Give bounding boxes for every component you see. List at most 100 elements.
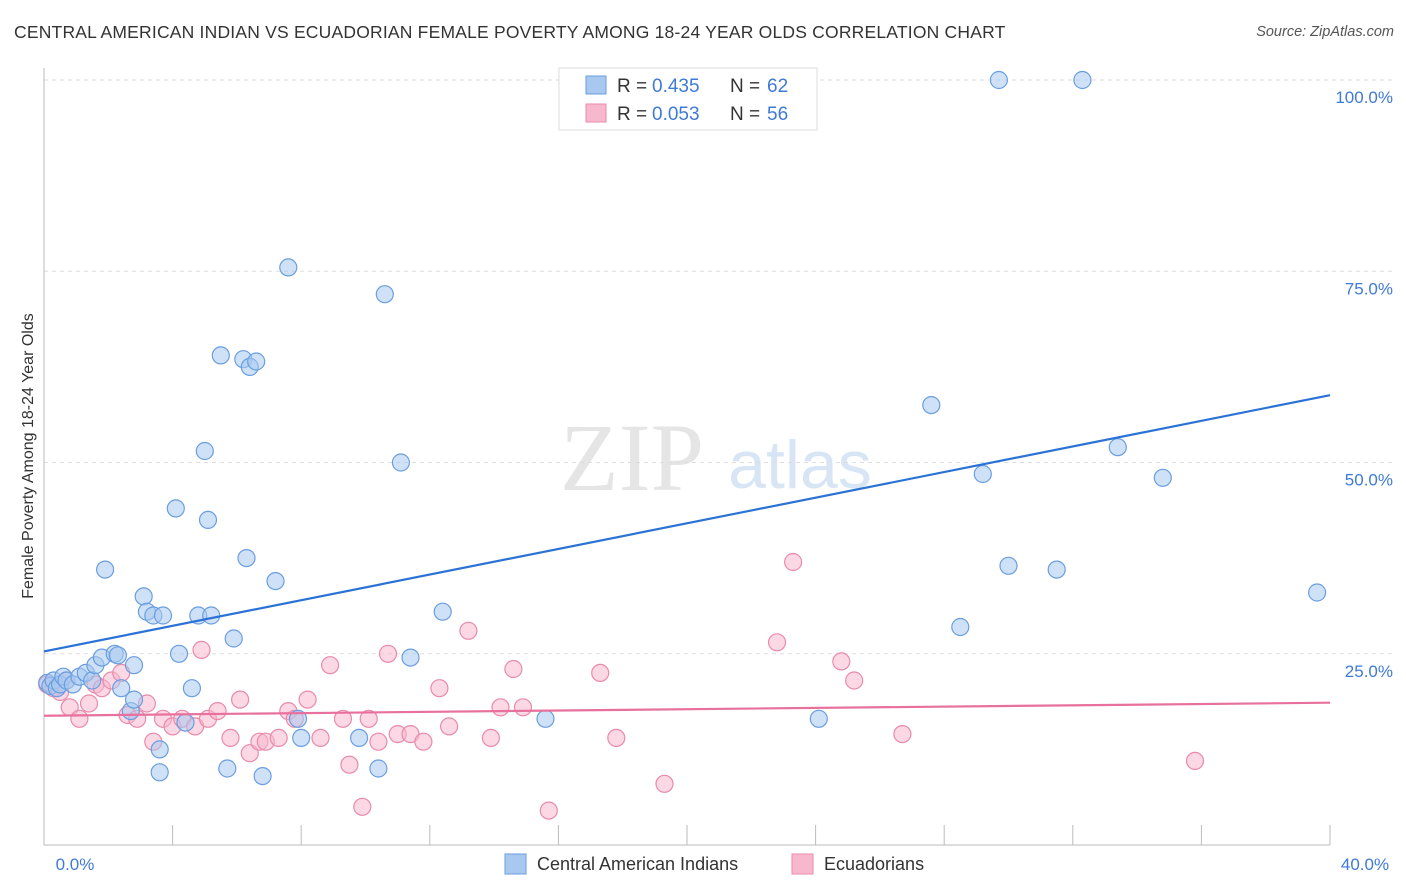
central-american-indians-point-43 — [279, 258, 298, 277]
ecuadorians-point-53 — [767, 633, 787, 652]
ecuadorians-point-55 — [832, 652, 851, 671]
central-american-indians-point-49 — [369, 759, 388, 778]
series-legend-swatch-pink — [791, 853, 814, 875]
central-american-indians-point-10 — [83, 671, 102, 690]
central-american-indians-point-58 — [1047, 560, 1066, 579]
ecuadorians-point-42 — [430, 679, 449, 698]
legend-n-label-blue: N = — [730, 76, 760, 97]
ecuadorians-point-34 — [340, 755, 359, 774]
y-tick-labels: 25.0% 50.0% 75.0% 100.0% — [1335, 88, 1393, 681]
source-label: Source: ZipAtlas.com — [1256, 24, 1394, 40]
trend-lines — [43, 394, 1331, 717]
central-american-indians-point-20 — [134, 587, 153, 606]
ecuadorians-point-22 — [221, 728, 240, 748]
ecuadorians-point-43 — [440, 717, 459, 736]
ecuadorians-point-51 — [607, 728, 626, 748]
central-american-indians-point-54 — [922, 396, 941, 415]
ecuadorians-point-23 — [231, 690, 250, 709]
central-american-indians-point-23 — [153, 606, 173, 625]
watermark: ZIP atlas — [560, 404, 872, 511]
central-american-indians-point-46 — [350, 728, 369, 748]
legend-r-label-blue: R = — [617, 76, 647, 97]
central-american-indians-point-16 — [124, 656, 144, 675]
central-american-indians-point-32 — [198, 510, 218, 530]
y-tick-label-100: 100.0% — [1335, 88, 1393, 107]
central-american-indians-point-56 — [973, 464, 992, 484]
ecuadorians-point-47 — [504, 659, 523, 679]
central-american-indians-point-42 — [266, 571, 285, 591]
watermark-zip: ZIP — [560, 404, 704, 511]
central-american-indians-point-60 — [1153, 468, 1172, 487]
ecuadorians-point-52 — [655, 774, 674, 793]
series-central-american-indians-points — [38, 70, 1327, 786]
central-american-indians-point-44 — [288, 709, 308, 728]
ecuadorians-point-50 — [591, 663, 610, 683]
ecuadorians-point-35 — [353, 797, 372, 816]
central-american-indians-point-27 — [169, 644, 189, 663]
y-axis-label: Female Poverty Among 18-24 Year Olds — [20, 313, 37, 599]
central-american-indians-point-55 — [951, 617, 970, 637]
ecuadorians-point-58 — [1185, 751, 1205, 771]
legend-box: R = 0.435 N = 62 R = 0.053 N = 56 — [558, 67, 818, 131]
central-american-indians-point-52 — [536, 709, 555, 728]
central-american-indians-point-36 — [224, 629, 243, 648]
central-american-indians-point-57 — [999, 556, 1018, 575]
central-american-indians-point-24 — [150, 740, 169, 759]
ecuadorians-point-57 — [893, 724, 912, 744]
central-american-indians-point-61 — [1307, 583, 1327, 602]
central-american-indians-point-26 — [166, 499, 185, 518]
ecuadorians-point-32 — [321, 656, 340, 675]
central-american-indians-point-53 — [809, 709, 828, 728]
x-tick-label-min: 0.0% — [56, 855, 95, 874]
chart-title: CENTRAL AMERICAN INDIAN VS ECUADORIAN FE… — [14, 22, 1006, 42]
central-american-indians-point-28 — [176, 713, 195, 732]
ecuadorians-point-54 — [783, 552, 803, 572]
legend-r-value-pink: 0.053 — [652, 104, 700, 125]
trend-line-ecuadorians — [43, 701, 1331, 717]
central-american-indians-point-40 — [237, 548, 256, 568]
central-american-indians-point-50 — [401, 648, 420, 667]
central-american-indians-point-48 — [391, 453, 410, 472]
ecuadorians-point-6 — [79, 694, 99, 713]
central-american-indians-point-15 — [112, 679, 131, 698]
ecuadorians-point-38 — [378, 644, 398, 663]
x-ticks — [172, 825, 1331, 845]
ecuadorians-point-36 — [359, 709, 378, 728]
central-american-indians-point-19 — [95, 560, 115, 579]
trend-line-central-american-indians — [43, 394, 1331, 653]
series-legend-label-blue: Central American Indians — [537, 854, 738, 874]
ecuadorians-point-31 — [311, 728, 330, 748]
ecuadorians-point-37 — [369, 732, 388, 751]
central-american-indians-point-35 — [218, 759, 237, 778]
series-ecuadorians-points — [38, 552, 1205, 820]
central-american-indians-point-51 — [433, 602, 452, 621]
ecuadorians-point-30 — [298, 690, 317, 709]
central-american-indians-point-14 — [108, 646, 128, 665]
ecuadorians-point-41 — [414, 732, 433, 751]
legend-r-label-pink: R = — [617, 104, 647, 125]
legend-n-value-blue: 62 — [767, 76, 788, 97]
y-tick-label-75: 75.0% — [1345, 279, 1393, 298]
ecuadorians-point-19 — [192, 640, 211, 660]
series-legend-label-pink: Ecuadorians — [824, 854, 924, 874]
ecuadorians-point-45 — [481, 728, 500, 748]
central-american-indians-point-47 — [375, 285, 394, 304]
legend-swatch-pink — [585, 103, 607, 123]
ecuadorians-point-48 — [513, 698, 533, 717]
central-american-indians-point-59 — [1108, 438, 1127, 457]
ecuadorians-point-44 — [459, 621, 478, 640]
central-american-indians-point-62 — [989, 70, 1009, 90]
ecuadorians-point-27 — [269, 728, 288, 748]
ecuadorians-point-33 — [333, 709, 353, 728]
legend-n-label-pink: N = — [730, 104, 760, 125]
ecuadorians-point-5 — [70, 709, 89, 728]
ecuadorians-point-49 — [539, 801, 558, 820]
central-american-indians-point-41 — [253, 766, 272, 786]
legend-r-value-blue: 0.435 — [652, 76, 700, 97]
y-tick-label-50: 50.0% — [1345, 471, 1393, 490]
central-american-indians-point-45 — [292, 728, 311, 748]
central-american-indians-point-31 — [195, 441, 214, 461]
ecuadorians-point-56 — [845, 671, 864, 690]
central-american-indians-point-25 — [150, 763, 169, 782]
